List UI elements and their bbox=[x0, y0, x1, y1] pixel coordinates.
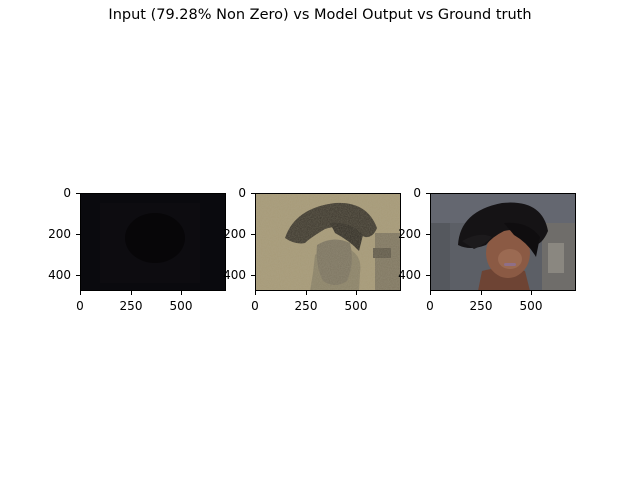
x-tick bbox=[181, 291, 182, 295]
x-tick bbox=[131, 291, 132, 295]
y-tick-label: 200 bbox=[48, 227, 71, 241]
x-tick bbox=[255, 291, 256, 295]
y-tick bbox=[76, 193, 80, 194]
x-tick-label: 250 bbox=[469, 299, 493, 313]
y-tick-label: 400 bbox=[223, 268, 246, 282]
y-tick-label: 0 bbox=[413, 186, 421, 200]
x-tick-label: 500 bbox=[344, 299, 368, 313]
y-tick bbox=[251, 193, 255, 194]
x-tick-label: 500 bbox=[519, 299, 543, 313]
x-tick bbox=[306, 291, 307, 295]
y-tick-label: 0 bbox=[63, 186, 71, 200]
y-tick bbox=[251, 234, 255, 235]
y-tick bbox=[426, 234, 430, 235]
y-tick-label: 400 bbox=[48, 268, 71, 282]
y-tick bbox=[426, 193, 430, 194]
x-tick bbox=[430, 291, 431, 295]
x-tick-label: 250 bbox=[119, 299, 143, 313]
y-tick bbox=[426, 275, 430, 276]
y-tick-label: 0 bbox=[238, 186, 246, 200]
y-tick-label: 200 bbox=[398, 227, 421, 241]
x-tick-label: 0 bbox=[426, 299, 434, 313]
model-output-image bbox=[255, 193, 401, 291]
x-tick-label: 250 bbox=[294, 299, 318, 313]
y-tick bbox=[76, 234, 80, 235]
y-tick-label: 400 bbox=[398, 268, 421, 282]
x-tick-label: 0 bbox=[251, 299, 259, 313]
x-tick bbox=[531, 291, 532, 295]
y-tick bbox=[76, 275, 80, 276]
x-tick bbox=[481, 291, 482, 295]
ground-truth-image bbox=[430, 193, 576, 291]
figure-title: Input (79.28% Non Zero) vs Model Output … bbox=[108, 7, 532, 23]
x-tick-label: 0 bbox=[76, 299, 84, 313]
y-tick bbox=[251, 275, 255, 276]
x-tick bbox=[80, 291, 81, 295]
x-tick-label: 500 bbox=[169, 299, 193, 313]
x-tick bbox=[356, 291, 357, 295]
input-image bbox=[80, 193, 226, 291]
y-tick-label: 200 bbox=[223, 227, 246, 241]
